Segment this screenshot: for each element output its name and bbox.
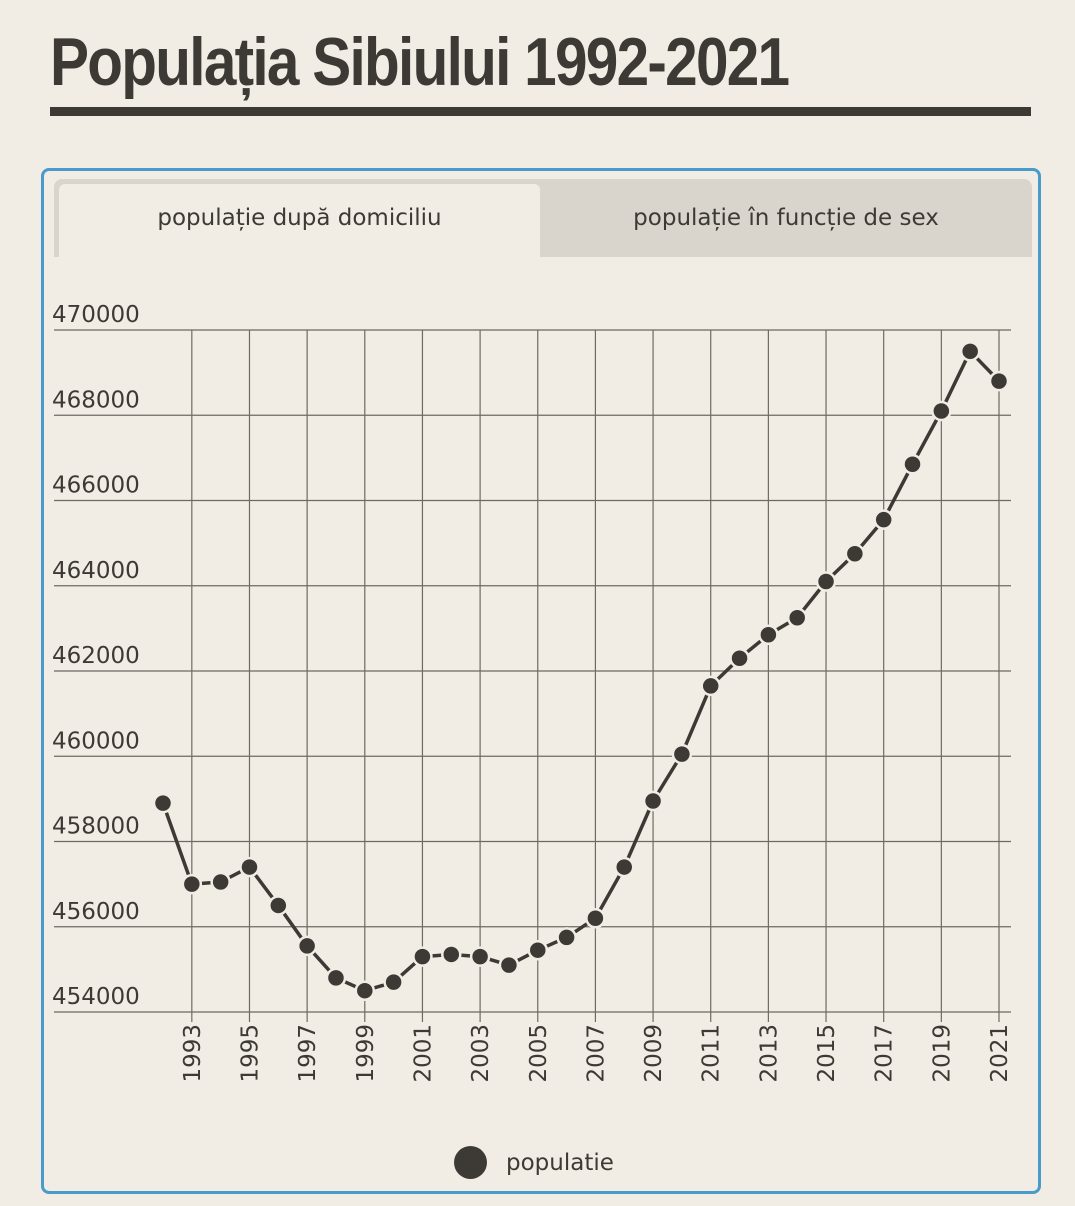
legend-swatch [454,1146,487,1179]
data-point [959,341,981,362]
x-tick-label: 1999 [353,1024,379,1083]
legend[interactable]: populatie [454,1146,614,1179]
legend-label: populatie [506,1149,614,1176]
data-point [268,895,289,916]
page-title: Populația Sibiului 1992-2021 [50,24,790,100]
x-tick-label: 2011 [699,1024,725,1083]
data-point [152,792,174,814]
data-point [181,873,203,895]
y-tick-label: 470000 [52,302,140,328]
x-tick-label: 2009 [641,1024,667,1083]
data-point [325,967,347,989]
data-point [729,647,750,669]
x-tick-label: 2003 [468,1024,494,1083]
data-point [210,871,231,893]
data-point [354,980,376,1001]
data-point [642,790,664,812]
title-rule [50,107,1031,116]
data-point [527,939,549,961]
data-point [815,571,837,592]
y-tick-label: 456000 [52,899,140,925]
y-tick-label: 460000 [52,728,140,754]
data-point [988,370,1010,392]
x-tick-label: 1993 [180,1024,206,1083]
data-point [931,400,952,422]
y-tick-label: 464000 [52,558,140,584]
tab-bar: populație după domiciliu populație în fu… [54,179,1032,257]
data-point [758,624,779,646]
data-point [441,944,462,965]
chart-card: populație după domiciliu populație în fu… [41,168,1041,1194]
x-tick-label: 2017 [872,1024,898,1083]
data-point [498,954,520,976]
y-tick-label: 468000 [52,387,140,413]
x-tick-label: 2001 [410,1024,436,1083]
data-point [469,946,491,967]
data-point [613,856,635,878]
data-point [239,856,260,878]
tab-population-by-domicile[interactable]: populație după domiciliu [59,184,540,257]
y-tick-label: 466000 [52,473,140,499]
data-point [844,543,866,565]
data-point [902,454,923,475]
x-tick-label: 2007 [583,1024,609,1083]
line-chart: 454000 456000 458000 460000 462000 464000 4660… [52,302,1013,1083]
x-tick-label: 2013 [756,1024,782,1083]
data-point [412,946,433,967]
x-tick-label: 1995 [237,1024,263,1083]
y-tick-label: 458000 [52,814,140,840]
data-point [383,971,404,993]
data-point [786,607,808,628]
data-point [296,935,318,957]
data-point [700,675,721,697]
x-tick-label: 2021 [987,1024,1013,1083]
data-point [585,907,606,929]
data-point [671,743,693,765]
data-point [556,927,577,948]
x-tick-label: 2019 [929,1024,955,1083]
x-tick-label: 2015 [814,1024,840,1083]
y-tick-label: 454000 [52,984,140,1010]
x-tick-label: 1997 [295,1024,321,1083]
data-point [873,509,894,530]
y-tick-label: 462000 [52,643,140,669]
tab-population-by-sex[interactable]: populație în funcție de sex [633,205,939,231]
x-tick-label: 2005 [526,1024,552,1083]
